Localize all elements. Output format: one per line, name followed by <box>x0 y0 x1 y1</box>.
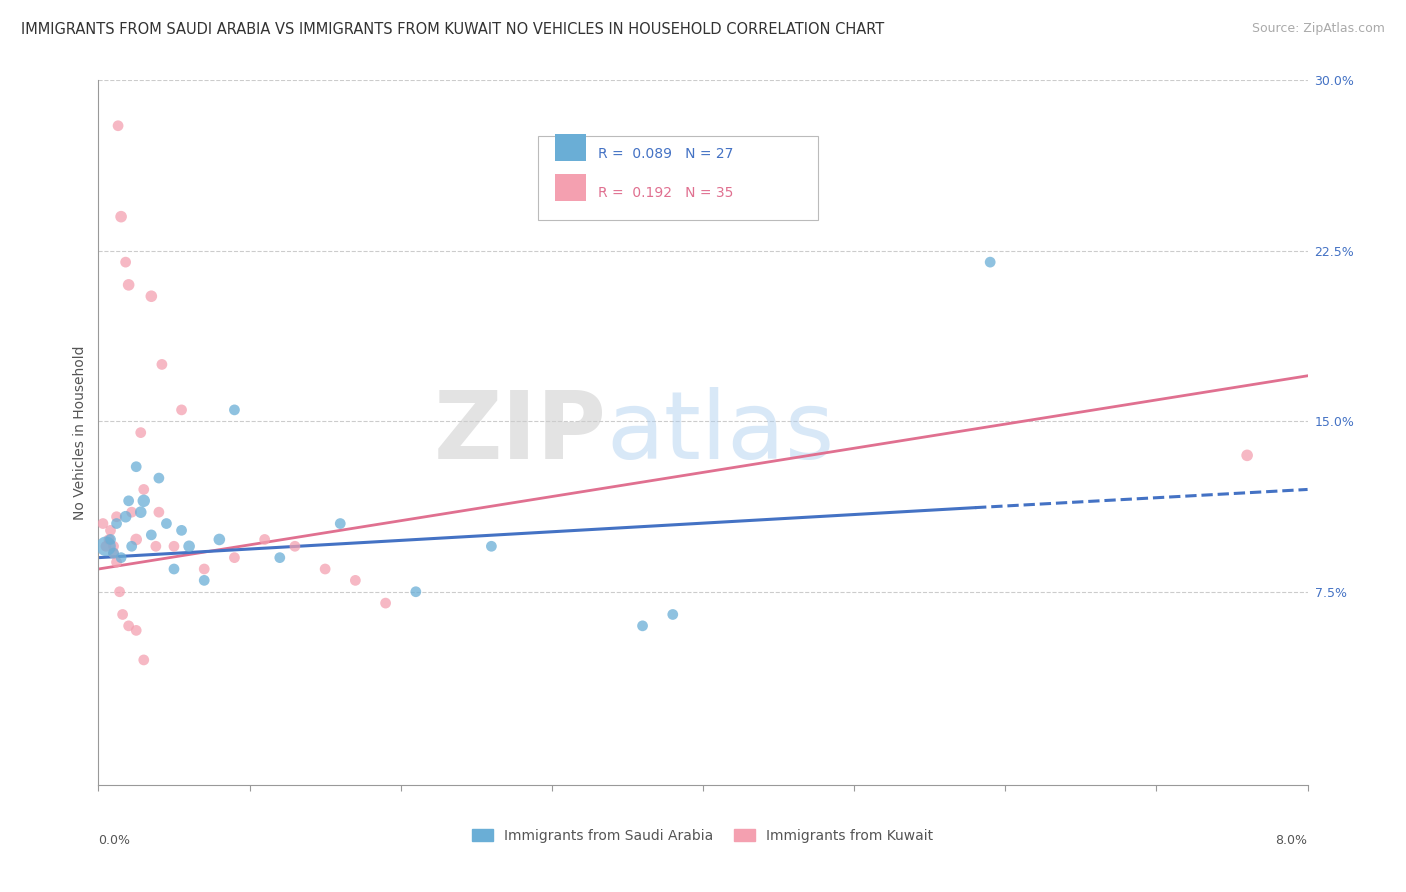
Point <box>118 493 141 508</box>
Point <box>314 562 336 576</box>
Point <box>224 550 246 565</box>
Point <box>132 493 155 508</box>
Point <box>94 539 117 553</box>
Point <box>100 524 122 538</box>
Point <box>129 425 152 440</box>
Point <box>103 539 125 553</box>
Legend: Immigrants from Saudi Arabia, Immigrants from Kuwait: Immigrants from Saudi Arabia, Immigrants… <box>467 823 939 848</box>
Point <box>193 574 215 588</box>
Text: ZIP: ZIP <box>433 386 606 479</box>
Point <box>329 516 352 531</box>
Point <box>148 471 170 485</box>
Point <box>125 624 148 638</box>
Point <box>150 358 173 372</box>
Point <box>631 619 654 633</box>
Text: Source: ZipAtlas.com: Source: ZipAtlas.com <box>1251 22 1385 36</box>
Point <box>179 539 201 553</box>
Point <box>148 505 170 519</box>
Point <box>125 459 148 474</box>
Text: 0.0%: 0.0% <box>98 834 131 847</box>
Point <box>105 555 128 569</box>
Point <box>269 550 291 565</box>
Point <box>481 539 503 553</box>
Point <box>1236 448 1258 462</box>
Point <box>125 533 148 547</box>
Y-axis label: No Vehicles in Household: No Vehicles in Household <box>73 345 87 520</box>
Point <box>374 596 396 610</box>
Text: IMMIGRANTS FROM SAUDI ARABIA VS IMMIGRANTS FROM KUWAIT NO VEHICLES IN HOUSEHOLD : IMMIGRANTS FROM SAUDI ARABIA VS IMMIGRAN… <box>21 22 884 37</box>
Point <box>118 619 141 633</box>
Point <box>132 653 155 667</box>
Point <box>94 539 117 553</box>
Text: R =  0.089   N = 27: R = 0.089 N = 27 <box>598 147 733 161</box>
Text: R =  0.192   N = 35: R = 0.192 N = 35 <box>598 186 733 200</box>
Point <box>114 255 136 269</box>
Point <box>170 524 193 538</box>
Point <box>155 516 177 531</box>
Point <box>114 509 136 524</box>
Point <box>129 505 152 519</box>
Point <box>163 539 186 553</box>
Point <box>193 562 215 576</box>
Point <box>145 539 167 553</box>
Point <box>405 584 427 599</box>
Point <box>170 403 193 417</box>
Point <box>163 562 186 576</box>
Point <box>284 539 307 553</box>
Point <box>105 509 128 524</box>
Point <box>100 533 122 547</box>
Text: atlas: atlas <box>606 386 835 479</box>
Point <box>141 289 163 303</box>
Point <box>111 607 134 622</box>
Point <box>121 505 143 519</box>
Point <box>118 277 141 292</box>
Point <box>91 516 114 531</box>
Point <box>344 574 367 588</box>
Point <box>107 119 129 133</box>
Point <box>224 403 246 417</box>
Point <box>141 528 163 542</box>
Point <box>208 533 231 547</box>
Point <box>98 533 121 547</box>
Point <box>979 255 1001 269</box>
Point <box>103 546 125 560</box>
Point <box>121 539 143 553</box>
Point <box>132 483 155 497</box>
Point <box>103 546 125 560</box>
Point <box>110 550 132 565</box>
Point <box>253 533 276 547</box>
Point <box>108 584 131 599</box>
Point <box>661 607 683 622</box>
Text: 8.0%: 8.0% <box>1275 834 1308 847</box>
Point <box>105 516 128 531</box>
Point <box>110 210 132 224</box>
